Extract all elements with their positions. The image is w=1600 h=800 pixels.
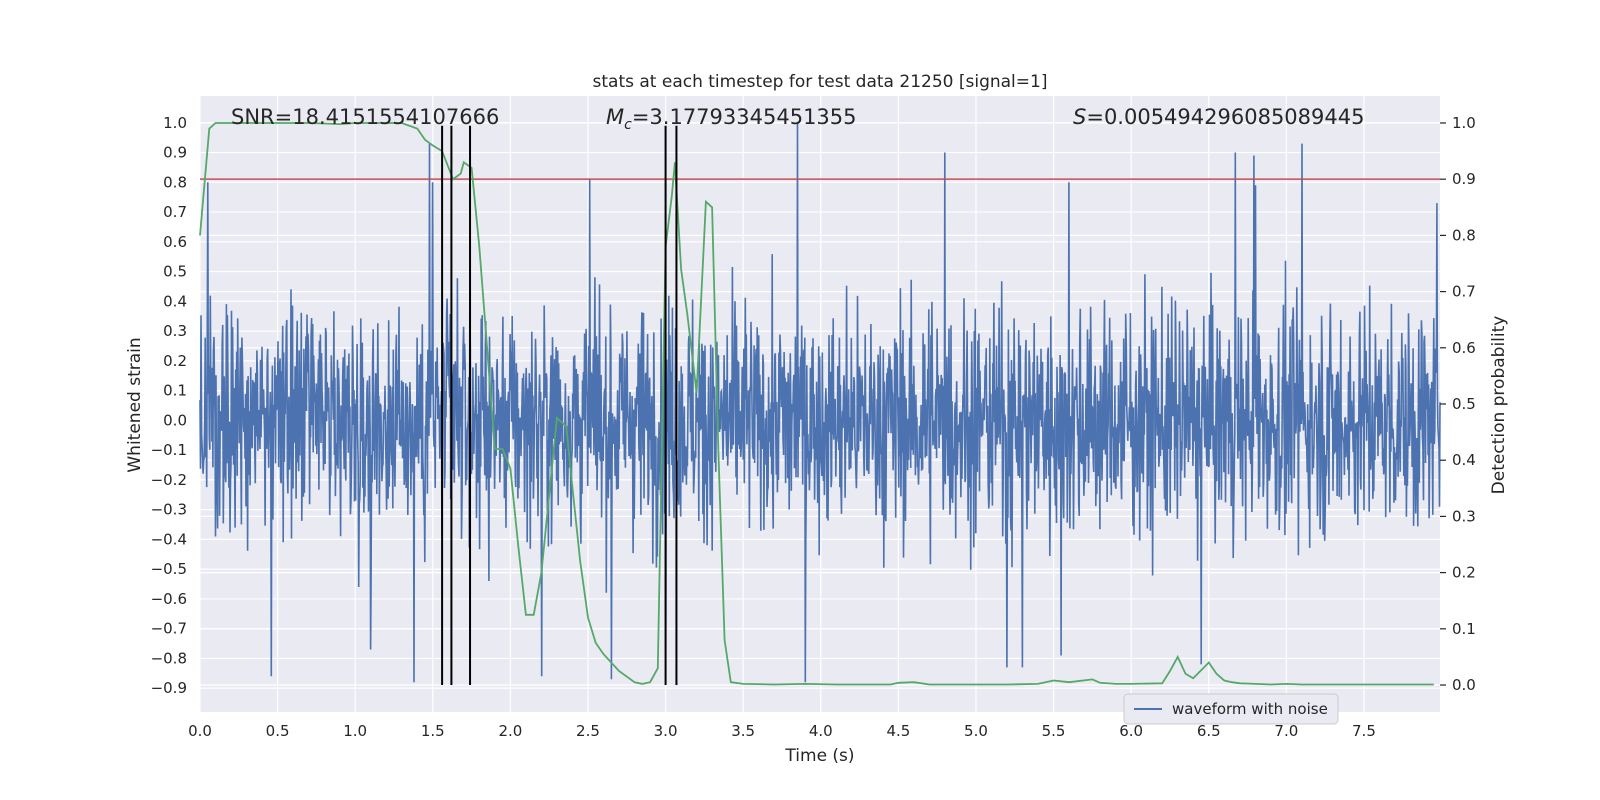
snr-annotation: SNR=18.4151554107666 [231, 105, 499, 129]
waveform-line [199, 122, 1441, 683]
y-tick-label: −0.3 [151, 501, 187, 519]
detection-probability-line [199, 122, 1434, 686]
y-tick-label: 0.0 [163, 411, 187, 429]
y-tick-label: −0.8 [151, 649, 187, 667]
y-right-tick-label: 0.6 [1452, 339, 1476, 357]
y-axis-label: Whitened strain [125, 337, 145, 472]
x-tick-label: 3.0 [654, 722, 678, 740]
y-right-tick-label: 0.3 [1452, 507, 1476, 525]
x-axis-label: Time (s) [784, 746, 854, 766]
y-tick-label: 0.1 [163, 382, 187, 400]
x-tick-label: 2.0 [498, 722, 522, 740]
x-tick-label: 4.0 [809, 722, 833, 740]
y-tick-label: 0.2 [163, 352, 187, 370]
chart-title: stats at each timestep for test data 212… [593, 72, 1048, 92]
y-tick-label: −0.1 [151, 441, 187, 459]
x-tick-label: 5.5 [1042, 722, 1066, 740]
x-tick-label: 1.5 [421, 722, 445, 740]
y-tick-label: −0.6 [151, 590, 187, 608]
y-tick-label: 0.4 [163, 292, 187, 310]
x-tick-label: 7.0 [1274, 722, 1298, 740]
x-tick-label: 6.0 [1119, 722, 1143, 740]
waveform-with-noise-series [199, 122, 1441, 683]
x-tick-label: 0.5 [266, 722, 290, 740]
y-tick-label: −0.9 [151, 679, 187, 697]
x-tick-label: 1.0 [343, 722, 367, 740]
detection-probability-series [199, 122, 1434, 686]
s-symbol: S [1073, 105, 1086, 129]
x-tick-label: 6.5 [1197, 722, 1221, 740]
y-tick-label: 0.3 [163, 322, 187, 340]
y-tick-label: −0.4 [151, 530, 187, 548]
x-tick-label: 5.0 [964, 722, 988, 740]
y-right-tick-label: 0.4 [1452, 451, 1476, 469]
legend-label: waveform with noise [1172, 700, 1328, 718]
x-tick-label: 4.5 [886, 722, 910, 740]
chirp-mass-symbol: M [606, 105, 624, 129]
y-tick-label: −0.2 [151, 471, 187, 489]
y-right-tick-label: 0.5 [1452, 395, 1476, 413]
y-tick-label: 0.7 [163, 203, 187, 221]
y-right-tick-label: 0.7 [1452, 283, 1476, 301]
x-axis-ticks: 0.0 0.5 1.0 1.5 2.0 2.5 3.0 3.5 4.0 4.5 5.0 5.5 6.0 6… [188, 722, 1376, 740]
vertical-markers [441, 125, 678, 685]
legend: waveform with noise [1123, 693, 1339, 725]
y-axis-ticks: −0.9 −0.8 −0.7 −0.6 −0.5 −0.4 −0.3 −0.2 −0.1 0.0 0… [151, 114, 187, 697]
y-tick-label: 0.5 [163, 263, 187, 281]
y-right-axis-ticks: 0.0 0.1 0.2 0.3 0.4 0.5 0.6 0.7 0.8 0.9 1.0 [1440, 114, 1476, 694]
x-tick-label: 7.5 [1352, 722, 1376, 740]
y-right-axis-label: Detection probability [1489, 316, 1509, 495]
s-value: =0.005494296085089445 [1086, 105, 1364, 129]
y-right-tick-label: 1.0 [1452, 114, 1476, 132]
x-tick-label: 0.0 [188, 722, 212, 740]
y-tick-label: 1.0 [163, 114, 187, 132]
chirp-mass-subscript: c [624, 117, 632, 133]
y-tick-label: 0.6 [163, 233, 187, 251]
y-right-tick-label: 0.0 [1452, 676, 1476, 694]
x-tick-label: 2.5 [576, 722, 600, 740]
y-right-tick-label: 0.2 [1452, 564, 1476, 582]
legend-box [1123, 693, 1339, 725]
s-annotation: S=0.005494296085089445 [1073, 105, 1364, 129]
x-tick-label: 3.5 [731, 722, 755, 740]
chirp-mass-value: =3.17793345451355 [632, 105, 857, 129]
y-tick-label: −0.7 [151, 620, 187, 638]
y-right-tick-label: 0.9 [1452, 170, 1476, 188]
y-tick-label: 0.9 [163, 144, 187, 162]
chirp-mass-annotation: Mc=3.17793345451355 [606, 105, 857, 133]
y-right-tick-label: 0.8 [1452, 226, 1476, 244]
y-tick-label: 0.8 [163, 173, 187, 191]
y-tick-label: −0.5 [151, 560, 187, 578]
y-right-tick-label: 0.1 [1452, 620, 1476, 638]
